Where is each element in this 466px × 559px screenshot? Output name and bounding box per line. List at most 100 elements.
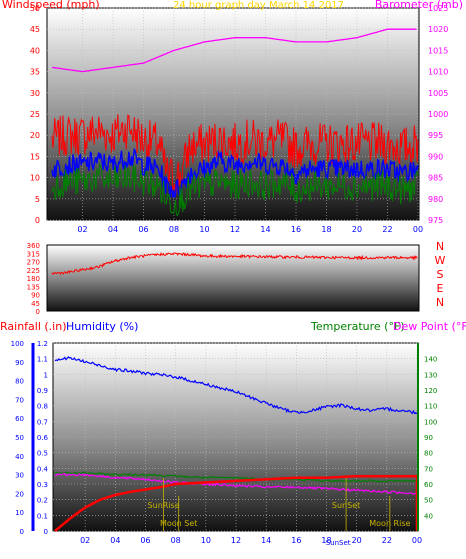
wind-x-tick: 06 (138, 225, 148, 234)
humidity-y-tick: 40 (15, 453, 24, 461)
barometer-y-tick: 1010 (428, 68, 448, 77)
wind-y-tick: 20 (30, 131, 40, 140)
wind-x-tick: 22 (382, 225, 392, 234)
barometer-line (51, 28, 417, 73)
wind-direction-y-tick: 270 (27, 259, 40, 267)
event-label: Moon Set (160, 519, 197, 528)
barometer-y-ticks: 975 980 985 990 995 1000 1005 1010 1015 1020 1025 (428, 4, 448, 225)
wind-y-tick: 45 (30, 25, 40, 34)
rainfall-y-tick: 0.8 (37, 403, 48, 411)
temperature-y-tick: 60 (424, 481, 433, 489)
wind-average-line (51, 147, 419, 198)
climate-x-tick: 14 (261, 536, 271, 545)
rainfall-y-tick: 0 (44, 528, 48, 536)
barometer-y-tick: 995 (428, 131, 443, 140)
climate-x-tick: 22 (382, 536, 392, 545)
wind-direction-y-tick: 360 (27, 242, 40, 250)
humidity-y-tick: 0 (20, 528, 24, 536)
rainfall-y-tick: 0.9 (37, 387, 48, 395)
rainfall-y-tick: 1.1 (37, 356, 48, 364)
rainfall-axis-label: Rainfall (.in) (0, 320, 67, 333)
wind-y-tick: 30 (30, 89, 40, 98)
humidity-y-tick: 10 (15, 509, 24, 517)
temperature-y-tick: 140 (424, 356, 437, 364)
wind-direction-plot-area (46, 244, 420, 312)
temperature-y-tick: 70 (424, 465, 433, 473)
wind-x-tick: 12 (230, 225, 240, 234)
wind-y-tick: 35 (30, 68, 40, 77)
humidity-y-tick: 20 (15, 490, 24, 498)
humidity-axis-label: Humidity (%) (66, 320, 138, 333)
wind-low-line (51, 163, 419, 217)
climate-x-tick: 20 (352, 536, 362, 545)
temperature-y-tick: 120 (424, 387, 437, 395)
climate-x-ticks: 02 04 06 08 10 12 14 16 18 20 22 00 (80, 536, 422, 545)
rainfall-line (54, 474, 417, 532)
wind-direction-y-tick: 180 (27, 275, 40, 283)
dew-point-line (54, 472, 418, 495)
barometer-y-tick: 975 (428, 216, 443, 225)
barometer-y-tick: 1005 (428, 89, 448, 98)
climate-x-tick: 00 (412, 536, 422, 545)
rainfall-y-tick: 0.1 (37, 512, 48, 520)
temperature-y-tick: 90 (424, 434, 433, 442)
barometer-y-tick: 1000 (428, 110, 448, 119)
climate-x-tick: 02 (80, 536, 90, 545)
event-label: SunSet (326, 539, 351, 547)
wind-y-tick: 40 (30, 46, 40, 55)
wind-grid (47, 7, 419, 221)
temperature-line (54, 471, 418, 483)
wind-x-tick: 20 (352, 225, 362, 234)
rainfall-y-tick: 0.7 (37, 418, 48, 426)
wind-direction-y-tick: 135 (27, 283, 40, 291)
wind-direction-y-tick: 45 (31, 300, 40, 308)
temperature-y-tick: 40 (424, 512, 433, 520)
temperature-y-tick: 130 (424, 371, 437, 379)
dew-point-axis-label: Dew Point (°F) (393, 320, 466, 333)
temperature-y-tick: 110 (424, 403, 437, 411)
humidity-y-tick: 30 (15, 472, 24, 480)
temperature-y-tick: 80 (424, 450, 433, 458)
wind-direction-series (51, 252, 418, 276)
rainfall-y-tick: 1.2 (37, 340, 48, 348)
rainfall-y-ticks: 0 0.1 0.2 0.3 0.4 0.5 0.6 0.7 0.8 0.9 1 1.1 1.2 (37, 340, 49, 536)
temperature-y-tick: 50 (424, 497, 433, 505)
wind-x-tick: 14 (260, 225, 270, 234)
climate-x-tick: 04 (110, 536, 120, 545)
wind-y-tick: 5 (35, 195, 40, 204)
wind-direction-y-tick: 225 (27, 267, 40, 275)
event-label: SunSet (332, 501, 360, 510)
humidity-y-ticks: 0 10 20 30 40 50 60 70 80 90 100 (11, 340, 24, 536)
barometer-y-tick: 1015 (428, 46, 448, 55)
wind-y-tick: 50 (30, 4, 40, 13)
rainfall-y-tick: 0.3 (37, 481, 48, 489)
humidity-line (54, 356, 418, 415)
compass-letter: S (437, 268, 444, 281)
climate-x-tick: 12 (231, 536, 241, 545)
climate-x-tick: 08 (171, 536, 181, 545)
wind-x-tick: 18 (321, 225, 331, 234)
rainfall-y-tick: 0.4 (37, 465, 49, 473)
barometer-y-tick: 980 (428, 195, 443, 204)
graph-title: 24 hour graph day March 14 2017 (173, 0, 344, 11)
event-label: SunRise (148, 501, 180, 510)
compass-letter: N (436, 296, 444, 309)
wind-direction-y-tick: 315 (27, 250, 40, 258)
barometer-y-tick: 985 (428, 174, 443, 183)
wind-direction-line (51, 252, 418, 276)
rainfall-y-tick: 0.2 (37, 497, 48, 505)
humidity-y-tick: 100 (11, 340, 24, 348)
compass-letter: N (436, 240, 444, 253)
wind-x-tick: 04 (108, 225, 118, 234)
rainfall-y-tick: 0.6 (37, 434, 49, 442)
wind-x-tick: 16 (291, 225, 301, 234)
humidity-y-tick: 60 (15, 415, 24, 423)
temperature-y-tick: 100 (424, 418, 437, 426)
wind-x-tick: 02 (77, 225, 87, 234)
climate-x-tick: 16 (291, 536, 301, 545)
barometer-y-tick: 1020 (428, 25, 448, 34)
